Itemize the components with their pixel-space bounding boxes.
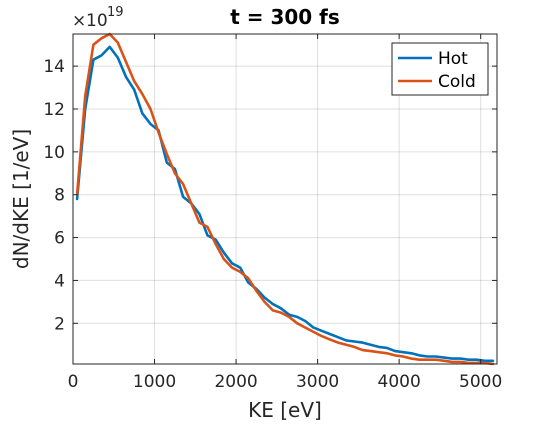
legend-label-hot: Hot — [438, 49, 468, 69]
multiplier-exponent: 19 — [107, 5, 124, 20]
x-tick-label: 4000 — [378, 372, 421, 392]
y-axis-multiplier: × 10 19 — [72, 5, 124, 31]
x-tick-label: 1000 — [133, 372, 176, 392]
series-line-hot — [75, 45, 495, 363]
y-tick-label: 2 — [54, 314, 65, 334]
chart-title: t = 300 fs — [230, 5, 340, 29]
y-tick-label: 4 — [54, 271, 65, 291]
x-tick-label: 0 — [68, 372, 79, 392]
plot-area-frame — [72, 33, 498, 365]
legend: Hot Cold — [391, 42, 489, 96]
legend-box — [391, 42, 489, 96]
ticks — [72, 34, 497, 364]
multiplier-times-sign: × — [72, 11, 86, 31]
legend-label-cold: Cold — [438, 72, 476, 92]
y-tick-label: 6 — [54, 229, 65, 249]
y-tick-label: 12 — [43, 100, 65, 120]
y-tick-label: 14 — [43, 57, 65, 77]
multiplier-base: 10 — [86, 11, 108, 31]
x-tick-label: 3000 — [296, 372, 339, 392]
tick-labels: 0 1000 2000 3000 4000 5000 2 4 6 8 10 12 14 — [43, 57, 502, 392]
y-axis-label: dN/dKE [1/eV] — [9, 129, 33, 269]
x-tick-label: 5000 — [459, 372, 502, 392]
series-group — [75, 32, 495, 366]
y-tick-label: 10 — [43, 143, 65, 163]
y-tick-label: 8 — [54, 186, 65, 206]
x-tick-label: 2000 — [214, 372, 257, 392]
series-line-cold — [75, 32, 495, 366]
x-axis-label: KE [eV] — [248, 398, 322, 422]
